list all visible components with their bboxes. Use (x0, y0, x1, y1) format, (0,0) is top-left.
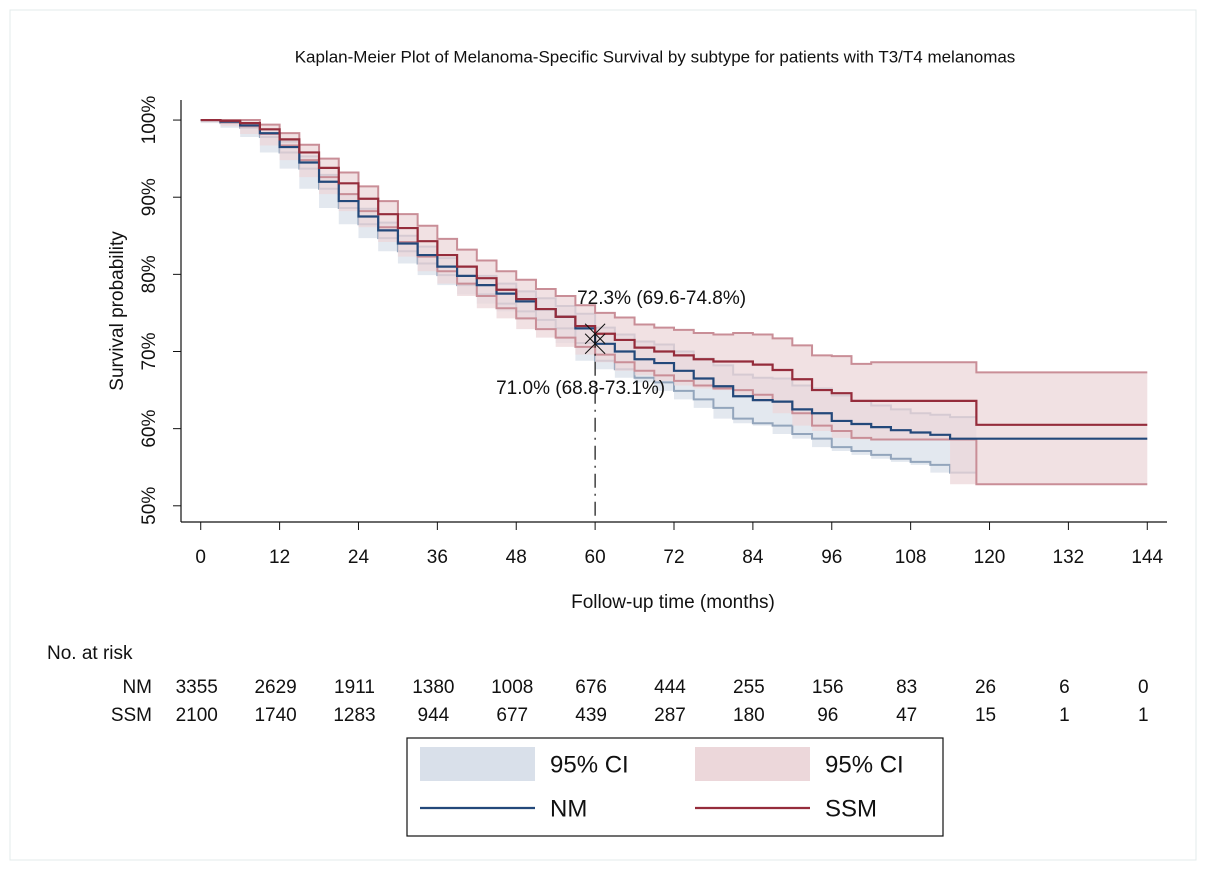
risk-count: 1740 (254, 705, 296, 726)
risk-count: 287 (654, 705, 686, 726)
annotation-marker (584, 323, 606, 345)
y-tick-label: 90% (139, 178, 160, 216)
chart-title: Kaplan-Meier Plot of Melanoma-Specific S… (295, 47, 1016, 66)
x-tick-label: 120 (974, 547, 1006, 568)
y-tick-label: 60% (139, 410, 160, 448)
risk-count: 6 (1059, 677, 1070, 698)
x-tick-label: 12 (269, 547, 290, 568)
x-tick-label: 72 (663, 547, 684, 568)
risk-count: 15 (975, 705, 996, 726)
risk-count: 47 (896, 705, 917, 726)
risk-row-name: NM (122, 677, 152, 698)
x-tick-label: 48 (506, 547, 527, 568)
ci-edge (200, 119, 1148, 374)
x-tick-label: 108 (895, 547, 927, 568)
risk-count: 2100 (176, 705, 218, 726)
legend-label: SSM (825, 795, 877, 822)
risk-count: 676 (575, 677, 607, 698)
risk-count: 944 (418, 705, 450, 726)
risk-count: 1 (1138, 705, 1149, 726)
legend-swatch (695, 747, 810, 781)
legend-swatch (420, 747, 535, 781)
risk-count: 1911 (334, 677, 375, 698)
annotation-label: 71.0% (68.8-73.1%) (496, 378, 665, 399)
y-tick-label: 50% (139, 487, 160, 525)
legend-label: NM (550, 795, 587, 822)
risk-count: 1283 (333, 705, 375, 726)
risk-count: 83 (896, 677, 917, 698)
risk-count: 439 (575, 705, 607, 726)
y-axis-label: Survival probability (107, 231, 128, 391)
x-tick-label: 36 (427, 547, 448, 568)
risk-count: 677 (496, 705, 528, 726)
risk-count: 156 (812, 677, 844, 698)
risk-count: 1008 (491, 677, 533, 698)
x-tick-label: 0 (195, 547, 206, 568)
y-tick-label: 70% (139, 332, 160, 370)
legend-label: 95% CI (550, 751, 629, 778)
risk-count: 1 (1059, 705, 1070, 726)
risk-count: 180 (733, 705, 765, 726)
risk-table-title: No. at risk (47, 643, 133, 664)
legend-label: 95% CI (825, 751, 904, 778)
risk-count: 0 (1138, 677, 1149, 698)
risk-count: 96 (817, 705, 838, 726)
x-tick-label: 144 (1131, 547, 1163, 568)
annotation-label: 72.3% (69.6-74.8%) (577, 288, 746, 309)
risk-row-name: SSM (111, 705, 152, 726)
ci-edge (200, 119, 1148, 486)
risk-count: 444 (654, 677, 686, 698)
x-tick-label: 60 (585, 547, 606, 568)
x-tick-label: 24 (348, 547, 370, 568)
risk-count: 255 (733, 677, 765, 698)
survival-line (200, 118, 1148, 426)
risk-count: 3355 (176, 677, 218, 698)
x-tick-label: 132 (1053, 547, 1085, 568)
risk-count: 2629 (254, 677, 296, 698)
y-tick-label: 100% (139, 96, 160, 145)
x-tick-label: 96 (821, 547, 842, 568)
risk-count: 1380 (412, 677, 454, 698)
x-tick-label: 84 (742, 547, 764, 568)
risk-count: 26 (975, 677, 996, 698)
annotation-marker (584, 333, 606, 355)
x-axis-label: Follow-up time (months) (571, 592, 775, 613)
ci-band (200, 120, 1148, 485)
y-tick-label: 80% (139, 255, 160, 293)
